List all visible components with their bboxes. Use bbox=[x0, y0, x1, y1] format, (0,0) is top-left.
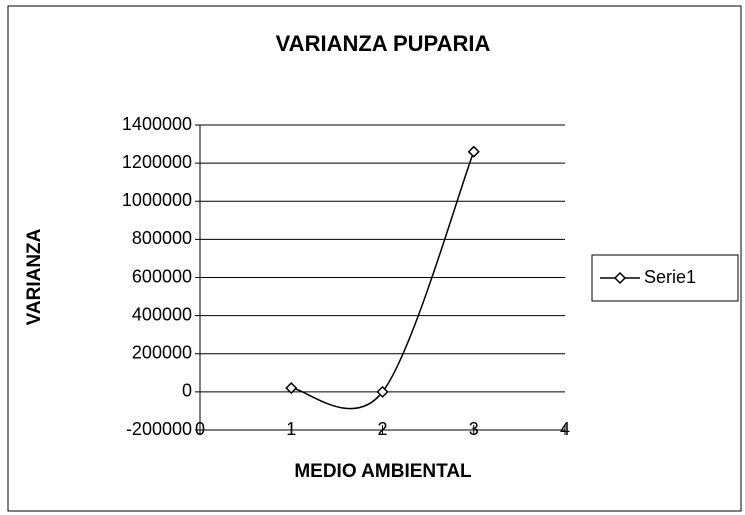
x-tick-label: 1 bbox=[286, 419, 296, 439]
marker bbox=[285, 382, 298, 395]
x-tick-label: 0 bbox=[195, 419, 205, 439]
legend-marker bbox=[613, 271, 627, 285]
y-tick-label: 400000 bbox=[132, 304, 192, 324]
chart-title: VARIANZA PUPARIA bbox=[276, 31, 491, 56]
y-tick-label: 0 bbox=[182, 381, 192, 401]
x-tick-label: 3 bbox=[469, 419, 479, 439]
y-tick-label: 600000 bbox=[132, 266, 192, 286]
y-tick-label: 1000000 bbox=[122, 190, 192, 210]
y-tick-label: 1400000 bbox=[122, 114, 192, 134]
x-tick-label: 2 bbox=[377, 419, 387, 439]
y-tick-label: -200000 bbox=[126, 419, 192, 439]
x-axis-label: MEDIO AMBIENTAL bbox=[294, 461, 472, 482]
y-tick-label: 1200000 bbox=[122, 152, 192, 172]
y-tick-label: 800000 bbox=[132, 228, 192, 248]
legend-label: Serie1 bbox=[644, 267, 696, 287]
y-axis-label: VARIANZA bbox=[24, 228, 45, 325]
series-line bbox=[291, 151, 475, 410]
marker bbox=[467, 145, 480, 158]
y-tick-label: 200000 bbox=[132, 343, 192, 363]
marker bbox=[376, 385, 389, 398]
x-tick-label: 4 bbox=[560, 419, 570, 439]
